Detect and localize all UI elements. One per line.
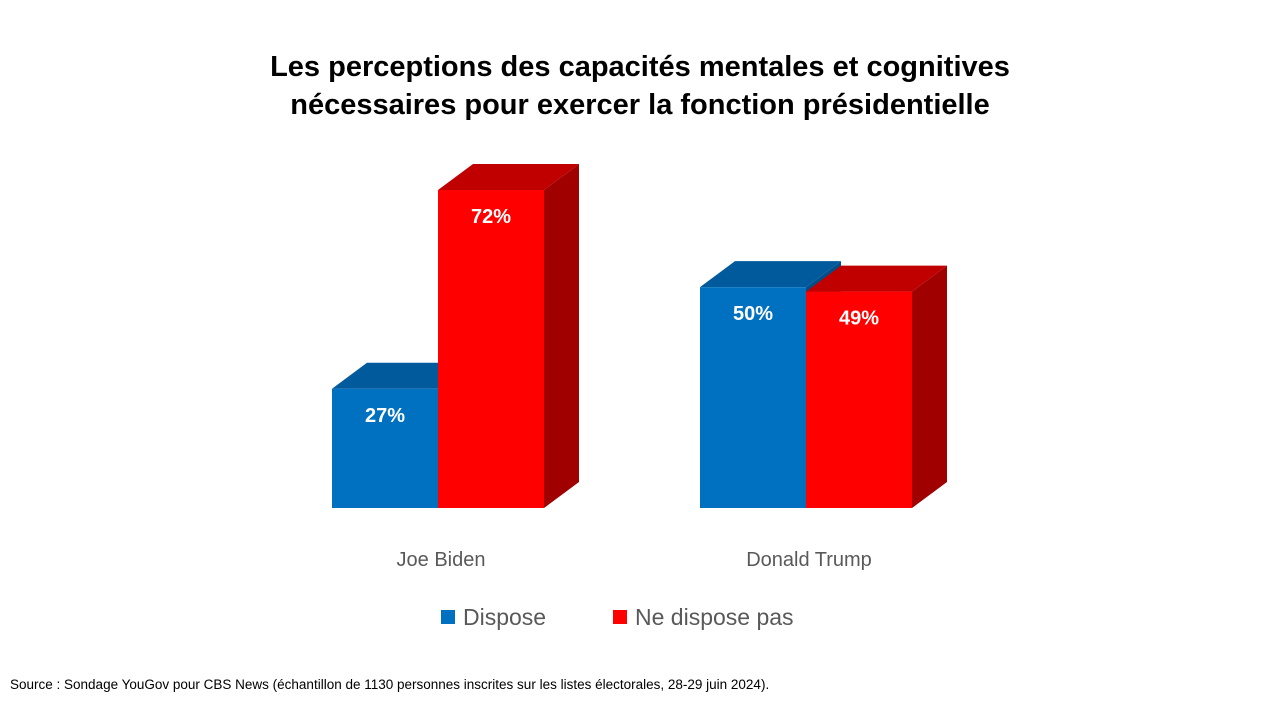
bar-front-face — [700, 287, 806, 508]
legend-label-ne-dispose-pas: Ne dispose pas — [635, 603, 794, 630]
source-note: Source : Sondage YouGov pour CBS News (é… — [10, 677, 770, 692]
data-label: 72% — [471, 206, 511, 228]
bar-side-face — [912, 265, 947, 508]
chart-title-line-2: nécessaires pour exercer la fonction pré… — [290, 89, 990, 121]
bar-top-face — [438, 164, 579, 190]
bar-top-face — [332, 362, 473, 389]
legend-item-ne-dispose-pas: Ne dispose pas — [613, 600, 794, 634]
chart-legend: Dispose Ne dispose pas — [0, 600, 1280, 634]
legend-label-dispose: Dispose — [463, 603, 547, 630]
chart-title-line-1: Les perceptions des capacités mentales e… — [270, 51, 1010, 83]
bar-donald-trump-ne-dispose-pas: 49% — [806, 265, 947, 508]
category-label-donald-trump: Donald Trump — [746, 549, 872, 571]
category-label-joe-biden: Joe Biden — [397, 549, 486, 571]
chart-title: Les perceptions des capacités mentales e… — [0, 48, 1280, 124]
bar-chart: 27% 72% Joe Biden 50% 49% Donald Trump — [332, 164, 947, 571]
legend-swatch-ne-dispose-pas — [613, 610, 627, 624]
legend-swatch-dispose — [441, 610, 455, 624]
bar-front-face — [438, 190, 544, 508]
bar-front-face — [806, 291, 912, 508]
bar-side-face — [544, 164, 579, 508]
bar-top-face — [700, 261, 841, 288]
bar-joe-biden-ne-dispose-pas: 72% — [438, 164, 579, 508]
bar-top-face — [806, 265, 947, 292]
data-label: 49% — [839, 308, 879, 330]
data-label: 50% — [733, 303, 773, 325]
data-label: 27% — [365, 405, 405, 427]
legend-item-dispose: Dispose — [441, 600, 546, 634]
bar-front-face — [332, 388, 438, 508]
